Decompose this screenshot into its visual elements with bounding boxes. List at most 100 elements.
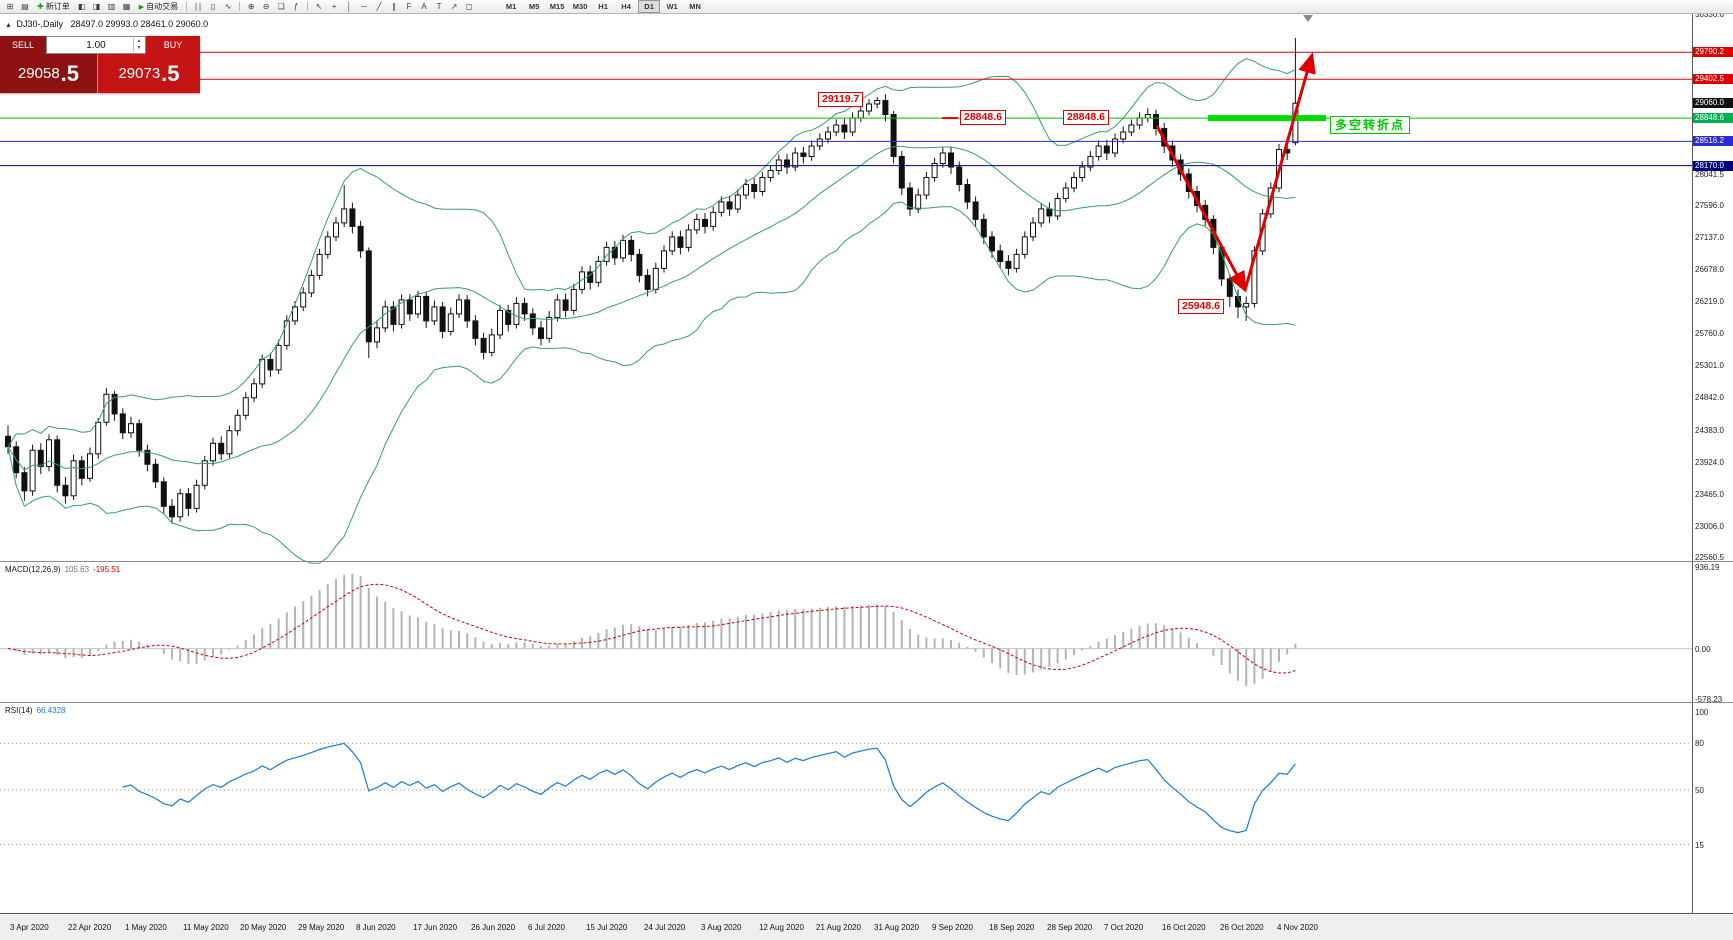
candle-body [177, 493, 184, 518]
candle-body [825, 131, 831, 140]
panel-splitter-rsi[interactable] [0, 702, 1733, 703]
trend-arrow-1[interactable] [1155, 125, 1247, 293]
shapes-icon[interactable]: ◻ [465, 2, 473, 11]
candle-body [201, 460, 208, 486]
candle-body [1112, 138, 1118, 154]
crosshair-icon[interactable]: + [331, 2, 337, 11]
axis-marker-29790.2: 29790.2 [1693, 47, 1733, 57]
navigator-icon[interactable]: ▥ [107, 2, 116, 11]
candle-body [37, 449, 44, 467]
axis-grid-label: 23924.0 [1695, 458, 1724, 467]
new-chart-icon[interactable]: ⊞ [6, 2, 14, 11]
date-label: 29 May 2020 [298, 923, 345, 932]
new-order-label: 新订单 [45, 2, 70, 11]
date-label: 31 Aug 2020 [874, 923, 919, 932]
label-icon[interactable]: T [436, 2, 442, 11]
candlestick-icon[interactable]: ▯ [210, 2, 216, 11]
timeframe-button-M1[interactable]: M1 [505, 2, 517, 11]
fibonacci-icon[interactable]: F [406, 2, 412, 11]
price-axis[interactable]: 30336.6 22560.5 28041.5 27596.0 27137.0 26678… [1693, 0, 1733, 913]
timeframe-button-MN[interactable]: MN [689, 2, 701, 11]
date-label: 18 Sep 2020 [989, 923, 1035, 932]
channel-icon[interactable]: ∥ [392, 2, 397, 11]
candle-body [1054, 198, 1061, 217]
date-label: 26 Oct 2020 [1220, 923, 1264, 932]
volume-spinner[interactable]: ▲ ▼ [133, 38, 144, 52]
trendline-icon[interactable]: ╱ [376, 2, 382, 11]
bid-price[interactable]: 29058.5 [0, 54, 97, 93]
axis-label-top: 30336.6 [1695, 10, 1724, 19]
candle-body [882, 100, 889, 115]
data-window-icon[interactable]: ◨ [92, 2, 101, 11]
axis-grid-label: 23465.0 [1695, 490, 1724, 499]
axis-marker-28516.2: 28516.2 [1693, 136, 1733, 146]
timeframe-button-M15[interactable]: M15 [549, 2, 565, 11]
price-label-25948-6[interactable]: 25948.6 [1178, 299, 1224, 314]
turning-point-label[interactable]: 多空转折点 [1330, 116, 1411, 134]
tile-windows-icon[interactable]: ❏ [277, 2, 285, 11]
candle-body [144, 449, 151, 465]
thick-green-segment[interactable] [1208, 115, 1326, 122]
candle-body [415, 295, 421, 315]
timeframe-button-M30[interactable]: M30 [572, 2, 588, 11]
candle-body [652, 267, 659, 290]
date-label: 3 Aug 2020 [701, 923, 742, 932]
market-watch-icon[interactable]: ◧ [77, 2, 86, 11]
one-click-trading-panel: SELL 1.00 ▲ ▼ BUY 29058.5 29073.5 [0, 36, 200, 93]
volume-input[interactable]: 1.00 ▲ ▼ [46, 36, 146, 54]
buy-button[interactable]: BUY [146, 36, 200, 54]
zoom-out-icon[interactable]: ⊖ [262, 2, 270, 11]
candle-body [365, 250, 372, 343]
cursor-icon[interactable]: ↖ [315, 2, 323, 11]
text-icon[interactable]: A [421, 2, 427, 11]
candle-body [538, 327, 544, 339]
axis-grid-label: 26219.0 [1695, 297, 1724, 306]
candle-body [734, 194, 741, 210]
date-label: 12 Aug 2020 [759, 923, 804, 932]
trend-arrow-2[interactable] [1243, 52, 1316, 291]
panel-splitter-macd[interactable] [0, 561, 1733, 562]
timeframe-button-D1[interactable]: D1 [638, 0, 661, 13]
axis-marker-29402.5: 29402.5 [1693, 74, 1733, 84]
candle-body [1013, 253, 1020, 269]
price-label-29119-7[interactable]: 29119.7 [818, 92, 864, 107]
sell-button[interactable]: SELL [0, 36, 46, 54]
indicators-icon[interactable]: ƒ [293, 2, 299, 11]
new-order-button[interactable]: ✚ 新订单 [33, 1, 74, 12]
timeframe-button-H4[interactable]: H4 [621, 2, 631, 11]
arrows-icon[interactable]: ↗ [450, 2, 458, 11]
price-label-28848-6-b[interactable]: 28848.6 [1063, 110, 1109, 125]
ask-price[interactable]: 29073.5 [97, 54, 200, 93]
macd-axis-label: 936.19 [1695, 563, 1720, 572]
rsi-axis-label: 100 [1695, 708, 1709, 717]
line-chart-icon[interactable]: ∿ [224, 2, 232, 11]
horizontal-line-icon[interactable]: ─ [361, 2, 367, 11]
auto-trading-button[interactable]: ▶ 自动交易 [135, 1, 182, 12]
price-label-28848-6-a[interactable]: 28848.6 [960, 110, 1006, 125]
candle-body [283, 320, 290, 346]
toolbar-separator [307, 2, 309, 11]
symbol-ohlc-values: 28497.0 29993.0 28461.0 29060.0 [70, 19, 209, 29]
axis-grid-label: 26678.0 [1695, 265, 1724, 274]
timeframe-button-M5[interactable]: M5 [528, 2, 540, 11]
candle-body [800, 152, 807, 157]
candle-body [480, 337, 487, 353]
date-label: 16 Oct 2020 [1162, 923, 1206, 932]
axis-grid-label: 27137.0 [1695, 233, 1724, 242]
chart-profiles-icon[interactable]: ▤ [21, 2, 29, 11]
candle-body [1071, 177, 1077, 189]
terminal-icon[interactable]: ▦ [122, 2, 131, 11]
bar-chart-icon[interactable]: ∣∣ [194, 2, 203, 11]
vertical-line-icon[interactable]: │ [346, 2, 352, 11]
candle-body [562, 299, 569, 311]
candle-body [997, 250, 1004, 262]
timeframe-button-H1[interactable]: H1 [598, 2, 608, 11]
candle-body [54, 439, 61, 486]
timeframe-button-W1[interactable]: W1 [666, 2, 678, 11]
date-axis[interactable]: 3 Apr 2020 22 Apr 2020 1 May 2020 11 May 20… [0, 914, 1733, 940]
zoom-in-icon[interactable]: ⊕ [247, 2, 255, 11]
candle-body [1226, 278, 1233, 297]
candle-body [136, 423, 143, 451]
candle-body [398, 299, 405, 325]
